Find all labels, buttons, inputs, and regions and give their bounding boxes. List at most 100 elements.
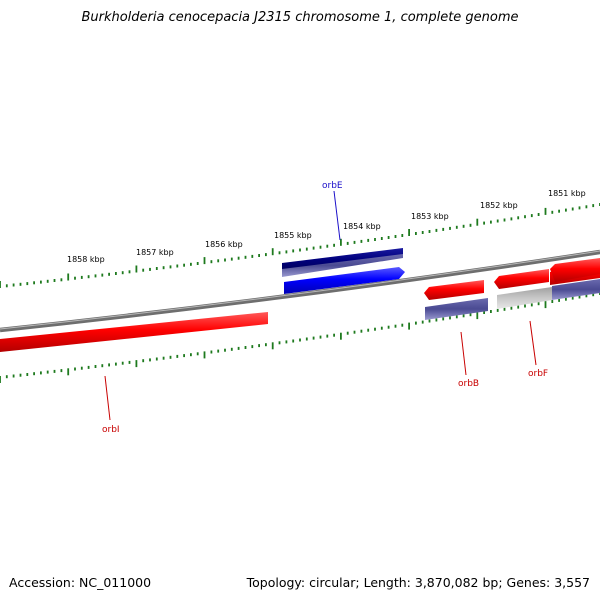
minor-tick xyxy=(74,367,76,371)
gene-label-orbE: orbE xyxy=(322,181,343,191)
kbp-label: 1856 kbp xyxy=(205,240,243,249)
minor-tick xyxy=(517,305,520,309)
minor-tick xyxy=(503,307,506,311)
minor-tick xyxy=(190,262,192,266)
minor-tick xyxy=(155,357,158,361)
minor-tick xyxy=(128,360,131,364)
minor-tick xyxy=(265,253,267,257)
minor-tick xyxy=(183,354,185,358)
minor-tick xyxy=(524,304,526,308)
minor-tick xyxy=(312,336,315,340)
minor-tick xyxy=(169,265,172,269)
minor-tick xyxy=(299,248,301,252)
minor-tick xyxy=(278,251,281,255)
minor-tick xyxy=(490,220,492,224)
kbp-label: 1857 kbp xyxy=(136,248,174,257)
major-tick xyxy=(135,265,138,273)
gene-orbE-feature-shadow xyxy=(282,254,403,277)
minor-tick xyxy=(551,300,554,303)
minor-tick xyxy=(299,338,301,342)
minor-tick xyxy=(121,361,124,365)
minor-tick xyxy=(326,244,329,248)
minor-tick xyxy=(305,337,308,341)
minor-tick xyxy=(292,339,295,343)
minor-tick xyxy=(462,314,465,318)
minor-tick xyxy=(421,231,424,234)
minor-tick xyxy=(394,324,397,328)
minor-tick xyxy=(449,316,451,320)
minor-tick xyxy=(421,320,424,324)
minor-tick xyxy=(551,210,554,214)
minor-tick xyxy=(428,230,431,233)
minor-tick xyxy=(469,223,472,227)
minor-tick xyxy=(217,259,220,263)
gene-orbF-feature-shadow xyxy=(497,287,552,309)
minor-tick xyxy=(101,364,104,368)
minor-tick xyxy=(367,238,370,242)
minor-tick xyxy=(415,232,417,235)
kbp-label: 1851 kbp xyxy=(548,189,586,198)
gene-reverse-shadow-right xyxy=(552,279,600,300)
minor-tick xyxy=(517,216,520,220)
minor-tick xyxy=(210,350,213,354)
minor-tick xyxy=(12,374,15,378)
minor-tick xyxy=(94,274,97,278)
minor-tick xyxy=(537,302,540,306)
orbE-leader xyxy=(333,190,341,241)
minor-tick xyxy=(149,267,151,271)
minor-tick xyxy=(524,215,526,219)
minor-tick xyxy=(12,283,15,287)
minor-tick xyxy=(490,310,492,313)
minor-tick xyxy=(585,205,588,209)
minor-tick xyxy=(183,263,185,267)
minor-tick xyxy=(428,319,431,323)
accession-text: Accession: NC_011000 xyxy=(9,575,152,590)
minor-tick xyxy=(80,366,83,370)
minor-tick xyxy=(80,275,83,279)
major-tick xyxy=(203,351,206,359)
minor-tick xyxy=(176,264,179,268)
minor-tick xyxy=(40,280,42,284)
minor-tick xyxy=(19,373,22,377)
lower-scale-ticks xyxy=(0,292,600,383)
minor-tick xyxy=(108,272,110,276)
kbp-label: 1853 kbp xyxy=(411,212,449,221)
minor-tick xyxy=(224,348,226,352)
minor-tick xyxy=(346,241,349,245)
major-tick xyxy=(135,360,138,368)
minor-tick xyxy=(258,344,260,348)
minor-tick xyxy=(360,329,363,333)
major-tick xyxy=(67,368,70,376)
minor-tick xyxy=(333,333,335,337)
minor-tick xyxy=(190,353,192,357)
minor-tick xyxy=(496,308,499,312)
minor-tick xyxy=(87,365,90,369)
minor-tick xyxy=(5,284,8,288)
minor-tick xyxy=(578,206,581,210)
minor-tick xyxy=(33,281,35,285)
gene-forward-cds xyxy=(284,267,405,294)
minor-tick xyxy=(224,258,226,262)
minor-tick xyxy=(571,296,574,300)
minor-tick xyxy=(510,306,513,310)
minor-tick xyxy=(217,349,220,353)
minor-tick xyxy=(169,355,172,359)
minor-tick xyxy=(244,346,247,349)
minor-tick xyxy=(265,343,267,347)
minor-tick xyxy=(510,217,513,221)
minor-tick xyxy=(503,218,506,222)
minor-tick xyxy=(435,228,438,232)
major-tick xyxy=(203,257,206,265)
minor-tick xyxy=(60,278,63,282)
minor-tick xyxy=(26,282,29,286)
minor-tick xyxy=(415,321,417,325)
gene-orbB-feature-shadow xyxy=(425,298,488,320)
chromosome-backbone-highlight xyxy=(0,250,600,330)
minor-tick xyxy=(251,345,254,349)
minor-tick xyxy=(128,270,131,274)
minor-tick xyxy=(237,346,240,350)
minor-tick xyxy=(121,271,124,275)
minor-tick xyxy=(237,256,240,260)
minor-tick xyxy=(176,354,179,358)
upper-scale-ticks xyxy=(0,203,600,288)
